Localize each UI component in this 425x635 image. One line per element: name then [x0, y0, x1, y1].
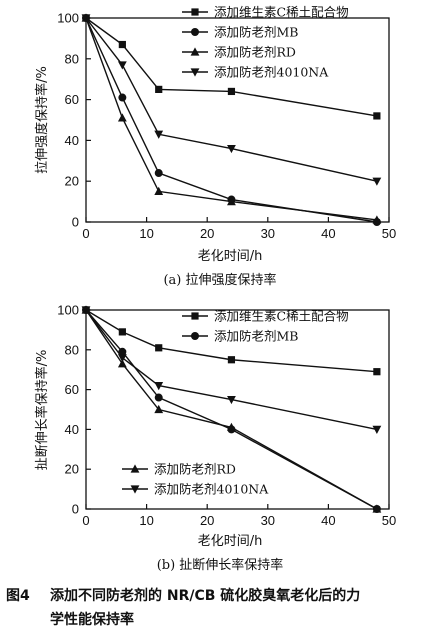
- y-tick-label-b: 20: [65, 462, 79, 477]
- tick-layer-b: 0 10 20 30 40 50 0 20 40 60 80 100: [57, 303, 396, 529]
- data-point-a-2: [118, 93, 127, 102]
- caption-line-1: 添加不同防老剂的 NR/CB 硫化胶臭氧老化后的力: [50, 587, 360, 604]
- data-point-b-4: [372, 425, 382, 434]
- data-point-a-3: [154, 186, 164, 195]
- y-tick-label-a: 0: [72, 215, 79, 230]
- data-point-b-3: [117, 359, 127, 368]
- data-point-b-1: [118, 328, 126, 336]
- legend-label-a-3: 添加防老剂RD: [214, 45, 296, 60]
- x-axis-label-b: 老化时间/h: [198, 534, 263, 549]
- x-tick-label-b: 20: [200, 513, 214, 528]
- data-point-b-2: [118, 347, 127, 356]
- x-tick-label-a: 50: [382, 226, 396, 241]
- x-tick-label-b: 30: [261, 513, 275, 528]
- data-point-a-4: [372, 177, 382, 186]
- legend-label-b-1: 添加维生素C稀土配合物: [214, 309, 349, 324]
- tick-layer-a: 0 10 20 30 40 50 0 20 40 60 80 100: [57, 11, 396, 242]
- data-point-a-4: [117, 61, 127, 70]
- caption-number: 图4: [6, 588, 30, 604]
- data-point-b-4: [154, 382, 164, 391]
- x-tick-label-b: 10: [139, 513, 153, 528]
- plot-frame-a: [85, 17, 390, 223]
- figure-caption: 图4 添加不同防老剂的 NR/CB 硫化胶臭氧老化后的力 学性能保持率: [6, 587, 360, 628]
- data-point-b-1: [373, 368, 381, 376]
- data-point-b-3: [227, 422, 236, 432]
- data-point-b-1: [227, 356, 236, 364]
- y-tick-label-a: 40: [65, 133, 79, 148]
- x-tick-label-a: 20: [200, 226, 214, 241]
- y-tick-label-b: 40: [65, 422, 79, 437]
- panel-label-a: (a) 拉伸强度保持率: [163, 272, 276, 288]
- data-point-b-3: [154, 404, 164, 414]
- data-point-b-1: [155, 344, 163, 352]
- legend-label-b-3: 添加防老剂RD: [154, 462, 236, 477]
- data-point-b-2: [154, 393, 163, 402]
- y-tick-label-a: 80: [65, 51, 79, 66]
- legend-label-b-2: 添加防老剂MB: [214, 329, 299, 344]
- x-tick-label-b: 40: [321, 513, 335, 528]
- y-tick-label-b: 100: [57, 303, 79, 318]
- data-point-a-3: [117, 113, 127, 122]
- legend-label-a-1: 添加维生素C稀土配合物: [214, 5, 349, 20]
- y-tick-label-a: 20: [65, 174, 79, 189]
- x-tick-label-a: 0: [82, 226, 89, 241]
- legend-marker-a-4: [190, 68, 200, 77]
- y-tick-label-b: 0: [72, 502, 79, 517]
- legend-marker-b-1: [191, 312, 199, 320]
- x-tick-label-b: 0: [82, 513, 89, 528]
- data-point-a-1: [373, 112, 381, 120]
- y-tick-label-b: 80: [65, 342, 79, 357]
- data-point-b-4: [117, 354, 127, 363]
- y-axis-label-a: 拉伸强度保持率/%: [34, 66, 50, 174]
- x-tick-label-a: 10: [139, 226, 153, 241]
- data-point-a-3: [372, 215, 382, 224]
- legend-marker-b-2: [191, 332, 199, 340]
- y-tick-label-a: 100: [57, 11, 79, 26]
- x-axis-label-a: 老化时间/h: [198, 249, 263, 264]
- legend-marker-b-3: [130, 464, 140, 473]
- series-layer-a: [81, 13, 382, 226]
- legend-marker-a-1: [191, 8, 199, 16]
- data-point-a-4: [154, 130, 164, 139]
- legend-marker-a-2: [191, 28, 199, 36]
- x-tick-label-b: 50: [382, 513, 396, 528]
- legend-marker-a-3: [190, 47, 200, 56]
- x-tick-label-a: 40: [321, 226, 335, 241]
- data-point-a-2: [154, 169, 163, 178]
- y-axis-label-b: 扯断伸长率保持率/%: [34, 350, 50, 471]
- series-line-a-4: [85, 17, 378, 182]
- legend-marker-b-4: [130, 485, 140, 494]
- data-point-a-3: [227, 197, 236, 206]
- caption-line-2: 学性能保持率: [50, 611, 134, 628]
- y-tick-label-b: 60: [65, 382, 79, 397]
- y-tick-label-a: 60: [65, 92, 79, 107]
- panel-label-b: (b) 扯断伸长率保持率: [157, 557, 284, 573]
- data-point-b-4: [81, 306, 91, 315]
- legend-label-b-4: 添加防老剂4010NA: [154, 482, 269, 497]
- data-point-a-4: [227, 144, 236, 154]
- data-point-a-4: [81, 14, 91, 23]
- panel-a: 0 10 20 30 40 50 0 20 40 60 80 100 添加维生素C稀土配合物添加防老剂…: [34, 5, 396, 289]
- data-point-a-1: [118, 40, 126, 49]
- data-point-a-1: [155, 85, 163, 93]
- legend-label-a-2: 添加防老剂MB: [214, 25, 299, 40]
- x-tick-label-a: 30: [261, 226, 275, 241]
- data-point-a-1: [227, 87, 236, 96]
- data-point-b-4: [227, 395, 236, 405]
- data-point-b-3: [372, 504, 382, 513]
- series-layer-b: [81, 305, 382, 513]
- legend-label-a-4: 添加防老剂4010NA: [214, 65, 329, 80]
- plot-frame-b: [85, 309, 390, 510]
